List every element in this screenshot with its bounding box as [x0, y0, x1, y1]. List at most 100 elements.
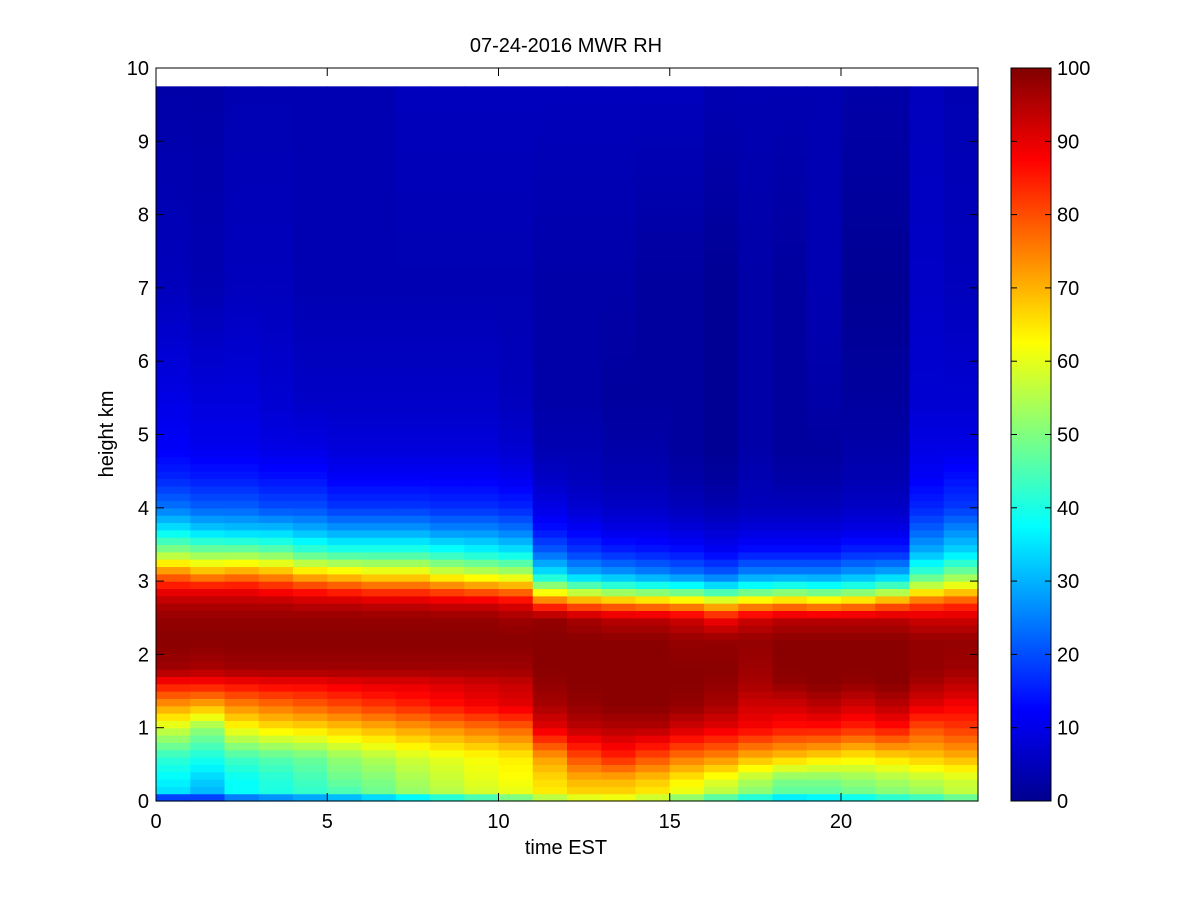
- heatmap-cell: [430, 89, 465, 98]
- heatmap-cell: [806, 265, 842, 274]
- heatmap-cell: [430, 185, 465, 194]
- heatmap-cell: [635, 148, 671, 157]
- heatmap-cell: [943, 588, 979, 597]
- heatmap-cell: [327, 126, 363, 135]
- y-tick-label: 8: [138, 205, 149, 227]
- heatmap-cell: [772, 317, 808, 326]
- heatmap-cell: [293, 383, 328, 392]
- heatmap-cell: [156, 199, 191, 208]
- heatmap-cell: [532, 89, 568, 98]
- heatmap-cell: [943, 676, 979, 685]
- heatmap-cell: [327, 419, 363, 428]
- colorbar-tick-label: 20: [1057, 644, 1079, 666]
- heatmap-cell: [738, 632, 774, 641]
- heatmap-cell: [704, 119, 739, 128]
- heatmap-cell: [635, 632, 671, 641]
- heatmap-cell: [293, 764, 328, 773]
- heatmap-cell: [601, 786, 637, 795]
- heatmap-cell: [772, 603, 808, 612]
- heatmap-cell: [806, 199, 842, 208]
- heatmap-cell: [532, 581, 568, 590]
- heatmap-cell: [635, 610, 671, 619]
- heatmap-cell: [293, 588, 328, 597]
- heatmap-cell: [669, 610, 705, 619]
- heatmap-cell: [567, 507, 602, 516]
- heatmap-cell: [669, 353, 705, 362]
- heatmap-cell: [806, 588, 842, 597]
- heatmap-cell: [806, 713, 842, 721]
- heatmap-cell: [395, 705, 431, 714]
- heatmap-cell: [875, 236, 911, 245]
- heatmap-cell: [772, 720, 808, 729]
- heatmap-cell: [738, 522, 774, 531]
- heatmap-cell: [361, 595, 397, 604]
- heatmap-cell: [669, 236, 705, 245]
- heatmap-cell: [224, 713, 260, 721]
- heatmap-cell: [258, 471, 294, 480]
- heatmap-cell: [395, 610, 431, 619]
- heatmap-cell: [738, 148, 774, 157]
- heatmap-cell: [738, 581, 774, 590]
- heatmap-cell: [909, 317, 945, 326]
- heatmap-cell: [224, 375, 260, 384]
- heatmap-cell: [943, 258, 979, 267]
- heatmap-cell: [841, 346, 876, 355]
- heatmap-cell: [601, 566, 637, 575]
- heatmap-cell: [738, 471, 774, 480]
- heatmap-cell: [704, 676, 739, 685]
- heatmap-cell: [361, 632, 397, 641]
- heatmap-cell: [601, 126, 637, 135]
- heatmap-cell: [567, 771, 602, 780]
- heatmap-cell: [909, 595, 945, 604]
- heatmap-cell: [464, 463, 500, 472]
- heatmap-cell: [498, 302, 534, 311]
- heatmap-cell: [806, 515, 842, 524]
- heatmap-cell: [327, 793, 363, 802]
- heatmap-cell: [738, 236, 774, 245]
- heatmap-cell: [361, 265, 397, 274]
- heatmap-cell: [841, 522, 876, 531]
- heatmap-cell: [669, 111, 705, 120]
- heatmap-cell: [430, 676, 465, 685]
- heatmap-cell: [327, 346, 363, 355]
- heatmap-cell: [601, 192, 637, 201]
- heatmap-cell: [395, 683, 431, 692]
- heatmap-cell: [156, 449, 191, 458]
- heatmap-cell: [841, 786, 876, 795]
- heatmap-cell: [395, 647, 431, 655]
- heatmap-cell: [601, 771, 637, 780]
- heatmap-cell: [875, 148, 911, 157]
- heatmap-cell: [841, 705, 876, 714]
- heatmap-cell: [875, 243, 911, 252]
- heatmap-cell: [943, 104, 979, 113]
- heatmap-cell: [635, 375, 671, 384]
- heatmap-cell: [841, 559, 876, 568]
- heatmap-cell: [909, 720, 945, 729]
- heatmap-cell: [464, 383, 500, 392]
- heatmap-cell: [909, 236, 945, 245]
- heatmap-cell: [156, 89, 191, 98]
- heatmap-cell: [704, 302, 739, 311]
- heatmap-cell: [601, 639, 637, 648]
- heatmap-cell: [190, 199, 226, 208]
- heatmap-cell: [567, 141, 602, 150]
- heatmap-cell: [704, 573, 739, 582]
- heatmap-cell: [909, 221, 945, 230]
- heatmap-cell: [635, 793, 671, 802]
- heatmap-cell: [704, 507, 739, 516]
- heatmap-cell: [190, 405, 226, 414]
- heatmap-cell: [258, 170, 294, 179]
- heatmap-cell: [567, 295, 602, 304]
- heatmap-cell: [943, 793, 979, 802]
- heatmap-cell: [841, 141, 876, 150]
- heatmap-cell: [293, 485, 328, 494]
- heatmap-cell: [327, 317, 363, 326]
- heatmap-cell: [156, 735, 191, 743]
- heatmap-cell: [669, 361, 705, 370]
- heatmap-cell: [327, 595, 363, 604]
- heatmap-cell: [327, 243, 363, 252]
- heatmap-cell: [190, 375, 226, 384]
- heatmap-cell: [395, 757, 431, 765]
- heatmap-cell: [875, 119, 911, 128]
- heatmap-cell: [293, 368, 328, 377]
